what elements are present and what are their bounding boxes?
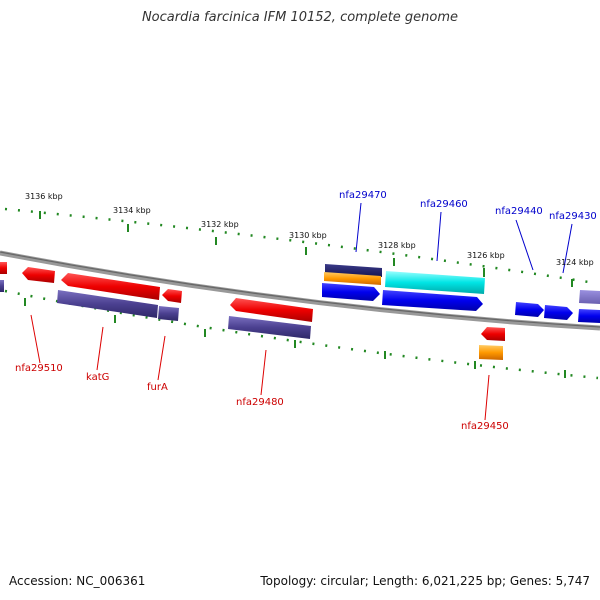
gene-label-nfa29480[interactable]: nfa29480 <box>236 397 284 408</box>
gene-nfa29450 <box>481 327 505 341</box>
cds-nfa29460-cyan <box>385 271 485 294</box>
tick-label: 3130 kbp <box>289 231 327 240</box>
cds-right-edge-light <box>579 290 600 304</box>
gene-label-nfa29450[interactable]: nfa29450 <box>461 421 509 432</box>
tick-label: 3132 kbp <box>201 220 239 229</box>
gene-right-edge-blue <box>578 309 600 323</box>
gene-furA <box>162 289 182 303</box>
lower-major-ticks <box>24 298 566 378</box>
upper-major-ticks <box>39 211 573 287</box>
tick-label: 3134 kbp <box>113 206 151 215</box>
genome-backbone <box>0 250 600 331</box>
tick-label: 3126 kbp <box>467 251 505 260</box>
gene-label-furA[interactable]: furA <box>147 382 168 393</box>
gene-nfa29430 <box>544 305 573 320</box>
bottom-leader-lines <box>30 314 490 421</box>
gene-nfa29510 <box>22 267 55 283</box>
cds-nfa29480 <box>228 316 311 339</box>
gene-label-nfa29460[interactable]: nfa29460 <box>420 199 468 210</box>
page-title: Nocardia farcinica IFM 10152, complete g… <box>141 10 459 25</box>
gene-nfa29460 <box>382 290 483 311</box>
top-leader-lines <box>355 202 573 274</box>
cds-katG <box>57 290 158 318</box>
accession-text: Accession: NC_006361 <box>9 574 146 588</box>
gene-left-edge-red <box>0 262 7 274</box>
gene-nfa29470 <box>322 283 380 301</box>
gene-nfa29440 <box>515 302 544 317</box>
tick-label: 3124 kbp <box>556 258 594 267</box>
gene-label-nfa29440[interactable]: nfa29440 <box>495 206 543 217</box>
rna-nfa29450-orange <box>479 345 503 360</box>
gene-label-nfa29510[interactable]: nfa29510 <box>15 363 63 374</box>
genome-info-text: Topology: circular; Length: 6,021,225 bp… <box>260 574 590 588</box>
gene-label-nfa29470[interactable]: nfa29470 <box>339 190 387 201</box>
tick-label: 3136 kbp <box>25 192 63 201</box>
tick-label: 3128 kbp <box>378 241 416 250</box>
gene-nfa29480 <box>230 298 313 322</box>
gene-label-nfa29430[interactable]: nfa29430 <box>549 211 597 222</box>
gene-label-katG[interactable]: katG <box>86 372 110 383</box>
rna-nfa29470-orange <box>324 272 381 285</box>
cds-furA <box>158 306 179 321</box>
gene-katG <box>61 273 160 300</box>
cds-left-edge <box>0 280 4 292</box>
